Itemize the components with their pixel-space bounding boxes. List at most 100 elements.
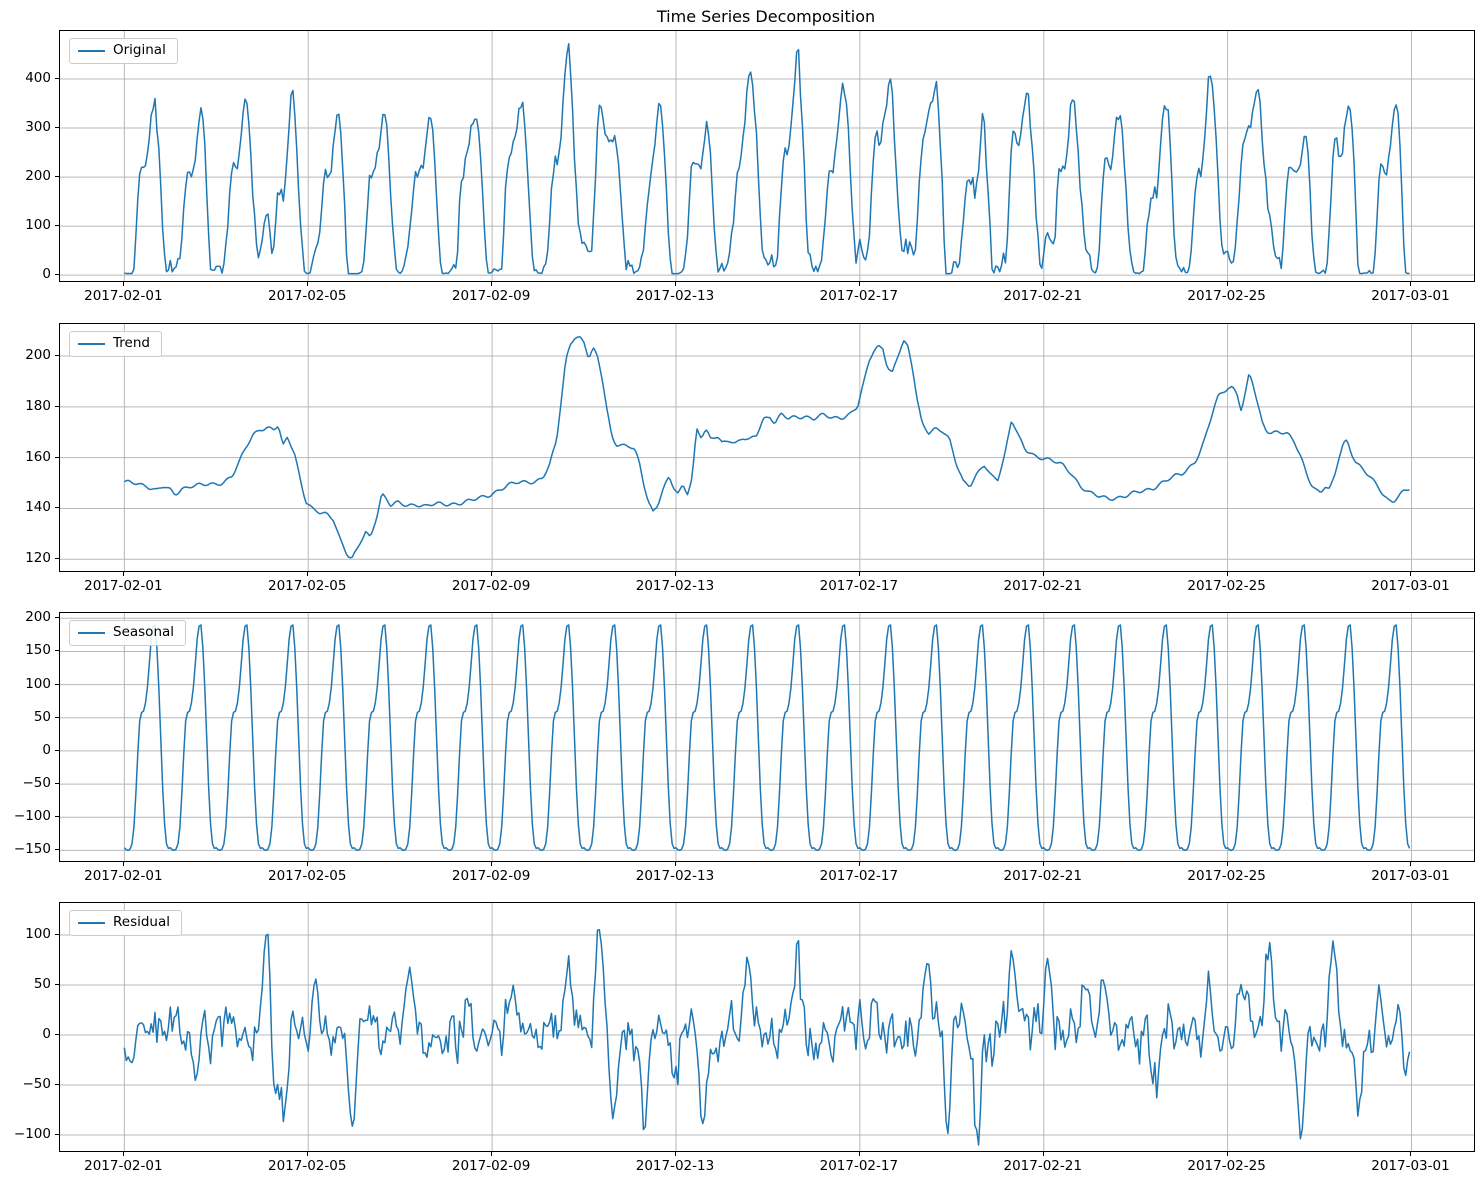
y-tick-label: 300 (25, 119, 51, 136)
x-tick-mark (858, 862, 860, 866)
x-tick-label: 2017-02-13 (635, 578, 715, 594)
x-tick-label: 2017-02-21 (1003, 1158, 1082, 1174)
x-tick-mark (307, 572, 309, 576)
y-tick-label: 0 (42, 741, 51, 758)
y-tick-label: 200 (25, 347, 51, 364)
x-tick-mark (1226, 282, 1228, 286)
x-tick-mark (1042, 1152, 1044, 1156)
x-tick-label: 2017-02-13 (635, 868, 715, 884)
y-tick-label: 180 (25, 397, 51, 414)
x-tick-mark (1042, 862, 1044, 866)
x-tick-label: 2017-02-05 (267, 578, 347, 594)
y-tick-label: −100 (13, 1126, 51, 1142)
axes-residual: Residual (59, 902, 1475, 1152)
legend-original: Original (69, 38, 178, 64)
y-tick-label: 100 (25, 217, 51, 234)
y-tick-mark (55, 683, 59, 685)
y-tick-mark (55, 617, 59, 619)
x-tick-mark (307, 1152, 309, 1156)
y-tick-label: 140 (25, 499, 51, 516)
y-tick-mark (55, 749, 59, 751)
x-tick-label: 2017-03-01 (1371, 1158, 1450, 1174)
x-tick-label: 2017-02-21 (1003, 288, 1082, 304)
legend-trend: Trend (69, 331, 162, 357)
x-tick-mark (1226, 862, 1228, 866)
y-tick-mark (55, 78, 59, 80)
y-tick-label: 0 (42, 1026, 51, 1042)
y-tick-mark (55, 816, 59, 818)
plot-trend (60, 324, 1474, 571)
x-tick-mark (1410, 862, 1412, 866)
y-tick-mark (55, 507, 59, 509)
y-tick-label: 50 (33, 976, 51, 992)
y-tick-mark (55, 849, 59, 851)
x-tick-label: 2017-02-25 (1187, 1158, 1266, 1174)
x-tick-mark (123, 282, 125, 286)
y-tick-mark (55, 934, 59, 935)
x-tick-mark (858, 1152, 860, 1156)
y-tick-mark (55, 716, 59, 718)
x-tick-mark (1226, 1152, 1228, 1156)
y-tick-mark (55, 783, 59, 785)
plot-residual (60, 903, 1474, 1151)
y-tick-label: 400 (25, 70, 51, 87)
x-tick-label: 2017-02-01 (84, 578, 163, 594)
y-tick-mark (55, 1034, 59, 1035)
y-tick-mark (55, 558, 59, 560)
y-tick-mark (55, 456, 59, 458)
x-tick-label: 2017-02-01 (84, 868, 163, 884)
y-tick-label: 100 (25, 926, 51, 942)
x-tick-label: 2017-03-01 (1371, 578, 1450, 594)
y-tick-mark (55, 650, 59, 652)
y-tick-label: 200 (25, 609, 51, 626)
y-tick-label: −150 (13, 841, 51, 858)
x-tick-label: 2017-02-09 (451, 868, 531, 884)
x-tick-mark (1410, 1152, 1412, 1156)
x-tick-label: 2017-02-09 (451, 1158, 531, 1174)
x-tick-label: 2017-02-05 (267, 1158, 347, 1174)
x-tick-label: 2017-02-17 (819, 288, 899, 304)
axes-original: Original (59, 30, 1475, 282)
y-tick-mark (55, 1084, 59, 1085)
y-tick-label: 0 (42, 266, 51, 283)
y-tick-mark (55, 225, 59, 227)
y-tick-label: 160 (25, 448, 51, 465)
x-tick-label: 2017-02-01 (84, 288, 163, 304)
x-tick-mark (123, 862, 125, 866)
x-tick-mark (1410, 572, 1412, 576)
y-tick-mark (55, 127, 59, 129)
plot-original (60, 31, 1474, 281)
x-tick-mark (307, 282, 309, 286)
y-tick-label: −100 (13, 808, 51, 825)
y-tick-label: 100 (25, 675, 51, 692)
x-tick-label: 2017-02-09 (451, 288, 531, 304)
y-tick-mark (55, 984, 59, 985)
chart-title: Time Series Decomposition (656, 7, 876, 26)
x-tick-mark (307, 862, 309, 866)
axes-seasonal: Seasonal (59, 612, 1475, 862)
x-tick-label: 2017-02-21 (1003, 868, 1082, 884)
x-tick-mark (1042, 282, 1044, 286)
y-tick-label: −50 (22, 1076, 52, 1092)
x-tick-label: 2017-03-01 (1371, 868, 1450, 884)
x-tick-mark (674, 282, 676, 286)
x-tick-label: 2017-02-05 (267, 288, 347, 304)
y-tick-label: 150 (25, 642, 51, 659)
x-tick-mark (674, 572, 676, 576)
legend-line-sample (78, 921, 105, 924)
x-tick-label: 2017-02-17 (819, 1158, 899, 1174)
x-tick-label: 2017-02-17 (819, 868, 899, 884)
x-tick-mark (491, 1152, 493, 1156)
legend-label: Seasonal (113, 624, 175, 640)
x-tick-mark (491, 572, 493, 576)
x-tick-label: 2017-02-01 (84, 1158, 163, 1174)
x-tick-mark (123, 1152, 125, 1156)
y-tick-label: 120 (25, 550, 51, 567)
x-tick-label: 2017-03-01 (1371, 288, 1450, 304)
plot-seasonal (60, 613, 1474, 861)
legend-label: Original (113, 42, 166, 58)
y-tick-mark (55, 355, 59, 357)
y-tick-label: 200 (25, 168, 51, 185)
